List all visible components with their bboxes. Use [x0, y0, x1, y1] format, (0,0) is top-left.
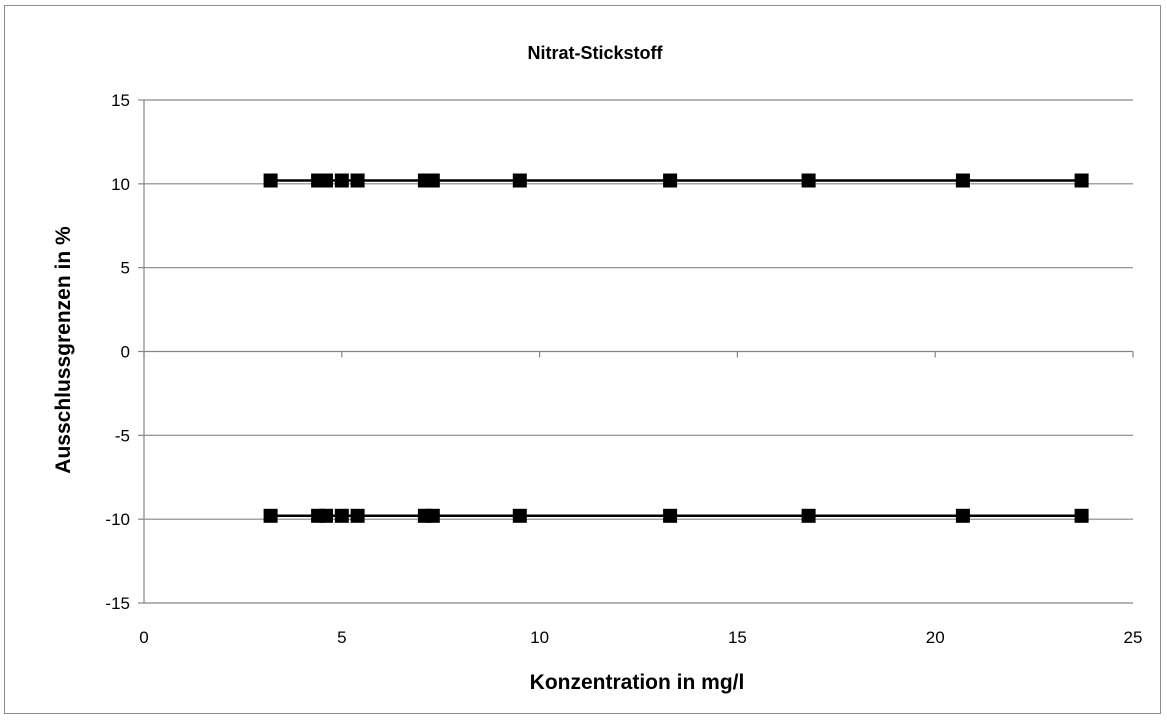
chart-title: Nitrat-Stickstoff — [527, 43, 663, 63]
y-tick-label-0: -15 — [105, 594, 130, 613]
x-axis-title: Konzentration in mg/l — [530, 671, 745, 694]
series-1-point-4 — [350, 508, 365, 523]
x-tick-labels: 0 5 10 15 20 25 — [139, 628, 1142, 647]
y-tick-label-1: -10 — [105, 510, 130, 529]
series-0-point-9 — [801, 173, 816, 188]
series-1-point-7 — [512, 508, 527, 523]
x-tick-label-4: 20 — [926, 628, 945, 647]
x-tick-label-0: 0 — [139, 628, 148, 647]
series-0-point-10 — [955, 173, 970, 188]
x-tick-label-5: 25 — [1124, 628, 1143, 647]
y-tick-label-5: 10 — [111, 175, 130, 194]
y-tick-labels: -15 -10 -5 0 5 10 15 — [105, 91, 130, 613]
axes — [138, 99, 1134, 604]
series-0-point-2 — [319, 173, 333, 188]
series-0-point-0 — [263, 173, 278, 188]
y-tick-label-2: -5 — [115, 426, 130, 445]
series-0-point-6 — [425, 173, 440, 188]
series-0-point-3 — [334, 173, 349, 188]
series-0-point-4 — [350, 173, 365, 188]
series-1-point-3 — [334, 508, 349, 523]
series-0-point-7 — [512, 173, 527, 188]
series-1-point-6 — [425, 508, 440, 523]
series-1-point-9 — [801, 508, 816, 523]
y-tick-label-3: 0 — [121, 343, 130, 362]
series-1-point-0 — [263, 508, 278, 523]
series-1-point-11 — [1074, 508, 1089, 523]
y-tick-label-4: 5 — [121, 259, 130, 278]
series-1-point-8 — [663, 508, 678, 523]
y-axis-title: Ausschlussgrenzen in % — [52, 226, 75, 474]
series-group — [263, 173, 1089, 523]
series-0-point-8 — [663, 173, 678, 188]
x-tick-label-1: 5 — [337, 628, 346, 647]
series-1-point-2 — [319, 508, 333, 523]
series-1-point-10 — [955, 508, 970, 523]
x-tick-label-3: 15 — [728, 628, 747, 647]
series-0-point-11 — [1074, 173, 1089, 188]
gridlines — [144, 99, 1133, 520]
chart-frame — [4, 5, 1161, 714]
y-tick-label-6: 15 — [111, 91, 130, 110]
x-tick-label-2: 10 — [530, 628, 549, 647]
